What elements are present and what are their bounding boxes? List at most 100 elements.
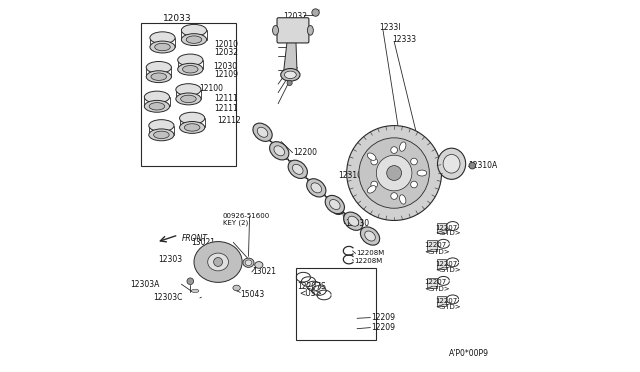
Ellipse shape (307, 179, 326, 197)
Text: KEY (2): KEY (2) (223, 220, 248, 226)
Ellipse shape (255, 262, 263, 268)
Ellipse shape (288, 160, 307, 179)
Ellipse shape (311, 183, 321, 193)
Ellipse shape (367, 153, 376, 160)
Ellipse shape (371, 181, 378, 188)
Text: 12208M: 12208M (356, 250, 385, 256)
Circle shape (312, 9, 319, 16)
Text: 12310A: 12310A (468, 161, 497, 170)
Ellipse shape (154, 131, 169, 138)
Bar (141, 23, 236, 166)
Ellipse shape (180, 95, 196, 103)
Text: 12207: 12207 (435, 298, 457, 304)
Ellipse shape (292, 164, 303, 174)
Text: 1233I: 1233I (380, 23, 401, 32)
Ellipse shape (281, 68, 300, 81)
Ellipse shape (208, 253, 228, 271)
Text: 12010: 12010 (214, 40, 237, 49)
Text: 13021: 13021 (191, 238, 216, 247)
Text: 12207: 12207 (435, 225, 457, 231)
Ellipse shape (307, 26, 314, 35)
Ellipse shape (233, 285, 240, 291)
Text: <STD>: <STD> (435, 304, 461, 310)
Circle shape (359, 138, 429, 208)
Text: 13021: 13021 (253, 267, 276, 276)
Ellipse shape (150, 41, 175, 53)
Text: 00926-51600: 00926-51600 (223, 214, 270, 219)
Text: <STD>: <STD> (424, 248, 450, 254)
Polygon shape (294, 164, 321, 193)
Text: 12100: 12100 (199, 84, 223, 93)
Bar (296, 267, 376, 340)
Polygon shape (259, 127, 284, 156)
Ellipse shape (360, 227, 380, 245)
Ellipse shape (371, 158, 378, 165)
Circle shape (347, 126, 442, 221)
Ellipse shape (148, 129, 174, 141)
Text: 12112: 12112 (217, 116, 241, 125)
Text: 12330: 12330 (345, 219, 369, 228)
Ellipse shape (198, 244, 239, 280)
Circle shape (387, 166, 401, 180)
Circle shape (469, 162, 476, 169)
Text: 12207: 12207 (424, 242, 447, 248)
Ellipse shape (344, 212, 363, 230)
Ellipse shape (151, 73, 166, 80)
Text: <STD>: <STD> (435, 267, 461, 273)
Text: FRONT: FRONT (182, 234, 208, 243)
Ellipse shape (182, 65, 198, 73)
Ellipse shape (155, 43, 170, 51)
Text: 12303C: 12303C (153, 294, 182, 302)
Ellipse shape (176, 93, 201, 105)
Polygon shape (312, 183, 339, 210)
Text: 12109: 12109 (214, 70, 237, 79)
Polygon shape (330, 199, 358, 226)
Circle shape (187, 278, 194, 285)
Polygon shape (284, 41, 297, 78)
Ellipse shape (391, 147, 397, 153)
Ellipse shape (253, 123, 272, 141)
Ellipse shape (184, 124, 200, 131)
Text: 12111: 12111 (214, 94, 237, 103)
Ellipse shape (269, 142, 289, 160)
Text: 12303: 12303 (158, 255, 182, 264)
Text: 12209: 12209 (371, 313, 395, 322)
Text: 12209: 12209 (371, 323, 395, 332)
Polygon shape (275, 146, 302, 174)
Ellipse shape (411, 181, 417, 188)
Ellipse shape (348, 216, 358, 226)
Ellipse shape (180, 122, 205, 134)
Ellipse shape (146, 71, 172, 83)
Ellipse shape (176, 84, 201, 96)
Text: 12030: 12030 (214, 62, 237, 71)
Ellipse shape (365, 231, 375, 241)
Ellipse shape (325, 195, 344, 214)
Text: 12333: 12333 (392, 35, 417, 44)
Bar (436, 259, 446, 269)
Text: 12033: 12033 (163, 14, 191, 23)
Ellipse shape (150, 32, 175, 44)
Ellipse shape (181, 25, 207, 36)
Ellipse shape (245, 260, 252, 266)
Ellipse shape (178, 63, 203, 75)
Ellipse shape (243, 258, 254, 267)
Bar (436, 223, 446, 233)
Ellipse shape (417, 170, 427, 176)
Ellipse shape (194, 241, 242, 282)
Text: <US>: <US> (300, 289, 323, 298)
Ellipse shape (202, 247, 235, 276)
Ellipse shape (146, 61, 172, 73)
Ellipse shape (443, 154, 460, 173)
Ellipse shape (145, 100, 170, 112)
Text: 12111: 12111 (214, 104, 237, 113)
Ellipse shape (178, 54, 203, 66)
Ellipse shape (411, 158, 417, 165)
Ellipse shape (367, 186, 376, 193)
Text: 12032: 12032 (214, 48, 237, 57)
Text: 12207: 12207 (424, 279, 447, 285)
Ellipse shape (181, 34, 207, 45)
Text: 12200: 12200 (293, 148, 317, 157)
Text: 12032: 12032 (283, 12, 307, 21)
Ellipse shape (273, 26, 278, 35)
Ellipse shape (186, 36, 202, 43)
